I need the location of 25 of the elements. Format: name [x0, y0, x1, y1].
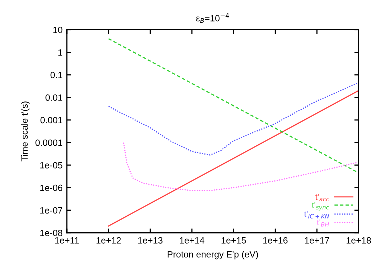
- y-tick-label: 0.0001: [36, 140, 63, 146]
- y-tick-label: 0.1: [50, 72, 63, 78]
- x-tick-label: 1e+16: [264, 237, 288, 244]
- legend-label: t'$_{sync}$: [312, 202, 330, 211]
- y-tick-label: 0.001: [40, 117, 63, 124]
- legend-label: t'$_{acc}$: [316, 194, 330, 202]
- y-tick-label: 1e-05: [40, 162, 63, 169]
- x-tick-label: 1e+11: [55, 238, 80, 244]
- legend-label: t'$_{IC+KN}$: [304, 212, 330, 219]
- x-tick-label: 1e+12: [96, 237, 122, 244]
- y-tick-label: 1e-07: [40, 207, 63, 214]
- y-tick-label: 1e-08: [40, 230, 63, 236]
- y-axis-title: Time scale t'(s): [21, 102, 30, 162]
- y-tick-label: 1e-06: [40, 184, 63, 192]
- legend-label: t'$_{BH}$: [317, 220, 330, 227]
- x-axis-title: Proton energy E'p (eV): [168, 251, 258, 260]
- x-tick-label: 1e+18: [346, 237, 372, 244]
- chart-title: ε$_{B}$=10$^{−4}$: [196, 14, 230, 24]
- x-tick-label: 1e+15: [222, 238, 246, 244]
- y-tick-label: 1: [58, 50, 63, 56]
- x-tick-label: 1e+13: [138, 237, 163, 244]
- x-tick-label: 1e+17: [305, 238, 330, 244]
- y-tick-label: 0.01: [46, 94, 63, 102]
- x-tick-label: 1e+14: [180, 238, 205, 244]
- y-tick-label: 10: [54, 26, 63, 34]
